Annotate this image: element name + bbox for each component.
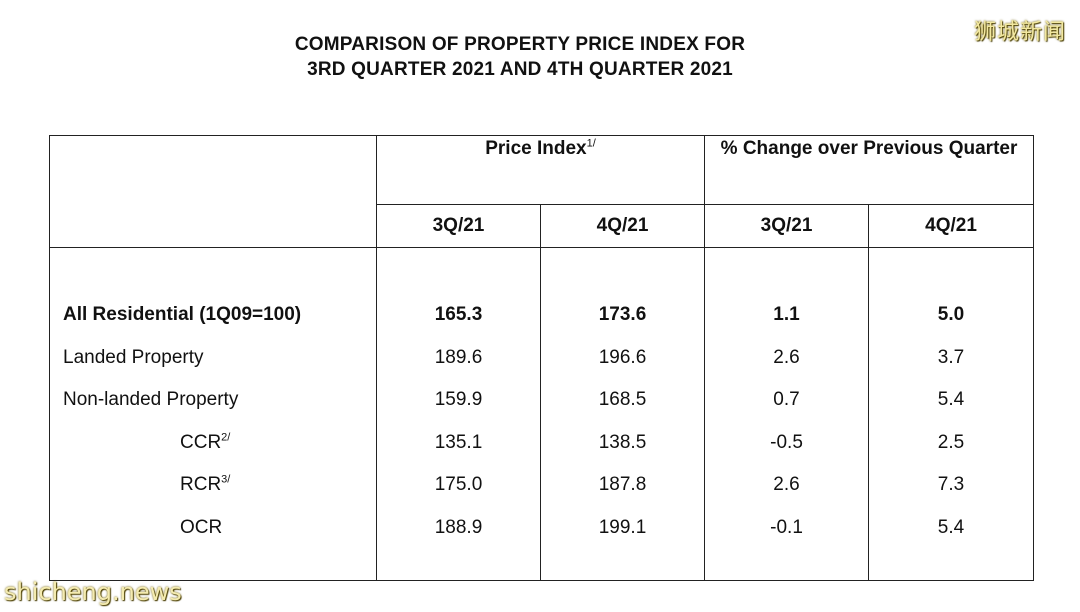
table-cell: 173.6 (598, 304, 647, 325)
table-cell: 168.5 (598, 389, 647, 410)
row-label-note: 3/ (221, 473, 231, 486)
table-cell: 1.1 (773, 304, 800, 325)
watermark-bottom-left: shicheng.news (4, 578, 182, 606)
header-price-index: Price Index1/ (375, 135, 706, 205)
sub-header-row: 3Q/21 4Q/21 3Q/21 4Q/21 (50, 204, 1035, 248)
row-label-note: 2/ (221, 431, 231, 444)
row-label-non-landed: Non-landed Property (50, 379, 376, 422)
table-cell: 196.6 (598, 346, 647, 368)
chg-4q21-column: 5.0 3.7 5.4 2.5 7.3 5.4 (868, 247, 1035, 581)
table-cell: 188.9 (434, 516, 483, 538)
body-row: All Residential (1Q09=100) Landed Proper… (49, 247, 1035, 581)
header-price-index-note: 1/ (586, 137, 596, 150)
header-pct-change: % Change over Previous Quarter (704, 135, 1035, 205)
row-label-ocr: OCR (50, 507, 376, 550)
row-label-text: Non-landed Property (63, 389, 239, 410)
table-cell: 5.0 (937, 304, 965, 325)
table-cell: 199.1 (598, 516, 647, 538)
row-label-rcr: RCR3/ (50, 464, 376, 507)
page-title: COMPARISON OF PROPERTY PRICE INDEX FOR 3… (0, 32, 1040, 82)
row-label-text: Landed Property (63, 346, 204, 368)
subheader-pi-3q21: 3Q/21 (376, 204, 541, 248)
label-column: All Residential (1Q09=100) Landed Proper… (49, 247, 377, 581)
title-line-1: COMPARISON OF PROPERTY PRICE INDEX FOR (294, 34, 746, 55)
row-label-ccr: CCR2/ (50, 422, 376, 465)
table-cell: 2.5 (937, 431, 965, 453)
row-label-all-residential: All Residential (1Q09=100) (50, 294, 376, 337)
table-cell: -0.5 (770, 431, 803, 453)
title-line-2: 3RD QUARTER 2021 AND 4TH QUARTER 2021 (307, 59, 733, 80)
header-price-index-label: Price Index (485, 138, 587, 159)
row-label-text: All Residential (1Q09=100) (63, 304, 302, 325)
table-cell: 138.5 (598, 431, 647, 453)
empty-header-cell (49, 135, 377, 248)
pi-3q21-column: 165.3 189.6 159.9 135.1 175.0 188.9 (376, 247, 541, 581)
row-label-text: CCR (180, 431, 222, 453)
table-cell: 5.4 (937, 516, 965, 538)
table-cell: 2.6 (773, 474, 800, 495)
table-cell: 3.7 (937, 346, 965, 368)
subheader-chg-3q21: 3Q/21 (704, 204, 870, 248)
table-cell: 175.0 (434, 474, 483, 495)
subheader-chg-4q21: 4Q/21 (868, 204, 1035, 248)
pi-4q21-column: 173.6 196.6 168.5 138.5 187.8 199.1 (539, 247, 706, 581)
row-label-text: OCR (180, 516, 223, 538)
watermark-top-right: 狮城新闻 (973, 20, 1066, 45)
table-cell: 187.8 (598, 474, 647, 495)
subheader-pi-4q21: 4Q/21 (539, 204, 706, 248)
chg-3q21-column: 1.1 2.6 0.7 -0.5 2.6 -0.1 (704, 247, 870, 581)
table-cell: 159.9 (434, 389, 483, 410)
row-label-landed: Landed Property (50, 337, 376, 380)
table-cell: -0.1 (770, 516, 803, 538)
table-cell: 135.1 (434, 431, 483, 453)
table-cell: 5.4 (937, 389, 965, 410)
table-cell: 2.6 (773, 346, 800, 368)
table-cell: 0.7 (773, 389, 800, 410)
price-index-table: Price Index1/ % Change over Previous Qua… (49, 135, 1035, 581)
group-header-row: Price Index1/ % Change over Previous Qua… (49, 135, 1035, 248)
table-cell: 189.6 (434, 346, 483, 368)
table-cell: 7.3 (937, 474, 965, 495)
row-label-text: RCR (180, 474, 222, 495)
table-cell: 165.3 (434, 304, 483, 325)
